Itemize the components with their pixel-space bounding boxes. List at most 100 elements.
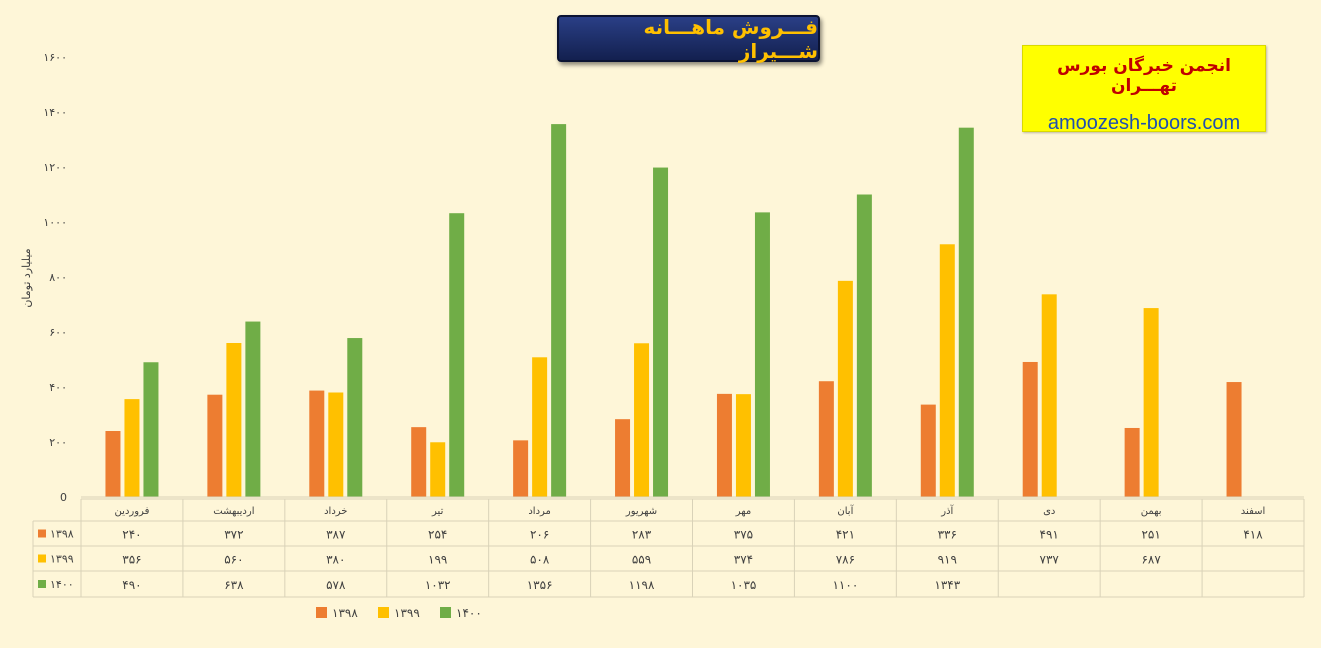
data-label: ۷۸۶ [836, 553, 855, 567]
bar [634, 343, 650, 497]
data-label: ۳۳۶ [938, 528, 957, 542]
data-label: ۳۷۴ [734, 553, 753, 567]
data-label: ۱۱۰۰ [832, 578, 858, 592]
bar [551, 124, 567, 497]
data-label: ۱۱۹۸ [629, 578, 655, 592]
data-label: ۲۴۰ [122, 528, 141, 542]
x-tick-label: تیر [431, 506, 444, 517]
table-legend-key [38, 580, 46, 588]
brand-name: انجمن خبرگان بورس تهـــران [1057, 56, 1231, 96]
y-tick-label: ۱۲۰۰ [43, 161, 67, 174]
data-label: ۱۰۳۲ [425, 578, 451, 592]
legend-label: ۱۳۹۸ [332, 606, 358, 620]
x-tick-label: فروردین [115, 506, 150, 517]
brand-box: انجمن خبرگان بورس تهـــران amoozesh-boor… [1022, 45, 1266, 134]
bar [939, 244, 955, 497]
data-label: ۱۳۴۳ [934, 578, 960, 592]
bar [226, 343, 242, 497]
bar [735, 394, 751, 497]
legend-swatch [378, 607, 389, 618]
bar [513, 440, 529, 497]
legend-label: ۱۳۹۹ [394, 606, 420, 620]
data-label: ۴۹۱ [1040, 528, 1059, 542]
bar [653, 167, 669, 498]
y-tick-label: ۸۰۰ [49, 271, 67, 284]
y-tick-label: 0 [60, 491, 67, 504]
x-tick-label: مهر [735, 506, 751, 517]
bar [347, 338, 363, 497]
x-tick-label: آذر [940, 504, 954, 517]
bar [1041, 294, 1057, 497]
data-label: ۲۵۱ [1141, 528, 1160, 542]
data-label: ۷۳۷ [1040, 553, 1060, 567]
bar [245, 321, 261, 497]
data-label: ۹۱۹ [938, 553, 957, 567]
legend-label: ۱۴۰۰ [456, 606, 482, 620]
bar [411, 427, 427, 497]
data-label: ۴۲۱ [836, 528, 855, 542]
data-label: ۶۸۷ [1141, 553, 1161, 567]
y-tick-label: ۱۶۰۰ [43, 51, 67, 64]
table-series-name: ۱۳۹۸ [50, 528, 74, 541]
y-tick-label: ۱۴۰۰ [43, 106, 67, 119]
table-series-name: ۱۳۹۹ [50, 553, 74, 566]
bar [615, 419, 631, 497]
bar [207, 394, 223, 497]
bar [309, 390, 325, 497]
bar [920, 404, 936, 497]
x-tick-label: بهمن [1141, 506, 1162, 517]
bar [532, 357, 548, 497]
bar [856, 194, 872, 497]
bar [124, 399, 140, 497]
x-tick-label: خرداد [324, 506, 347, 517]
x-tick-label: شهریور [625, 506, 657, 517]
x-tick-label: آبان [837, 504, 854, 517]
bar [1143, 308, 1159, 497]
data-label: ۱۳۵۶ [527, 578, 553, 592]
y-tick-label: ۶۰۰ [49, 326, 67, 339]
bar [837, 280, 853, 497]
data-label: ۳۵۶ [122, 553, 141, 567]
table-legend-key [38, 529, 46, 538]
x-tick-label: اسفند [1241, 506, 1265, 517]
legend-swatch [316, 607, 327, 618]
data-label: ۵۰۸ [530, 553, 550, 567]
data-label: ۳۷۵ [734, 528, 753, 542]
table-legend-key [38, 554, 46, 563]
legend-swatch [440, 607, 451, 618]
y-tick-label: ۴۰۰ [49, 381, 67, 394]
table-series-name: ۱۴۰۰ [50, 578, 74, 591]
chart-title-banner: فـــروش ماهـــانه شـــیراز [557, 15, 820, 63]
data-label: ۳۷۲ [224, 528, 243, 542]
bar [449, 213, 465, 497]
x-tick-label: دی [1043, 506, 1055, 517]
bar [105, 431, 121, 497]
bar [430, 442, 446, 497]
y-tick-label: ۲۰۰ [49, 436, 67, 449]
bar [818, 381, 834, 497]
data-label: ۲۸۳ [632, 528, 652, 542]
bar [1226, 382, 1242, 497]
bar [1022, 361, 1038, 497]
data-label: ۴۹۰ [122, 578, 141, 592]
data-label: ۶۳۸ [224, 578, 244, 592]
y-axis-title: میلیارد تومان [20, 248, 33, 307]
data-label: ۲۰۶ [530, 528, 549, 542]
bar [716, 393, 732, 497]
bar [143, 362, 159, 497]
data-label: ۱۰۳۵ [731, 578, 757, 592]
y-tick-label: ۱۰۰۰ [43, 216, 67, 229]
data-label: ۳۸۷ [326, 528, 346, 542]
bar [958, 127, 974, 498]
data-label: ۲۵۴ [428, 528, 447, 542]
x-tick-label: اردیبهشت [213, 506, 254, 517]
brand-website[interactable]: amoozesh-boors.com [1047, 112, 1241, 134]
bar [328, 392, 344, 497]
data-label: ۵۶۰ [224, 553, 243, 567]
bar [754, 212, 770, 497]
data-label: ۴۱۸ [1243, 528, 1263, 542]
data-label: ۵۵۹ [632, 553, 651, 567]
data-label: ۱۹۹ [428, 553, 447, 567]
data-label: ۳۸۰ [326, 553, 345, 567]
